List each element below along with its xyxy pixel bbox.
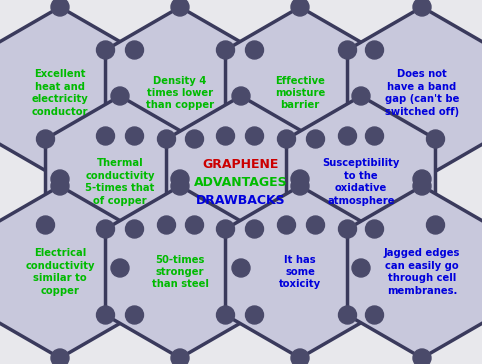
Text: GRAPHENE: GRAPHENE: [203, 158, 279, 170]
Circle shape: [96, 127, 115, 145]
Text: Susceptibility
to the
oxidative
atmosphere: Susceptibility to the oxidative atmosphe…: [322, 158, 400, 206]
Circle shape: [232, 259, 250, 277]
Circle shape: [352, 259, 370, 277]
Text: Excellent
heat and
electricity
conductor: Excellent heat and electricity conductor: [32, 70, 88, 116]
Text: ADVANTAGES: ADVANTAGES: [194, 175, 288, 189]
Circle shape: [245, 127, 264, 145]
Circle shape: [125, 41, 144, 59]
Circle shape: [96, 306, 115, 324]
Circle shape: [51, 177, 69, 195]
Circle shape: [186, 130, 203, 148]
Text: It has
some
toxicity: It has some toxicity: [279, 254, 321, 289]
Text: Electrical
conductivity
similar to
copper: Electrical conductivity similar to coppe…: [25, 248, 95, 296]
Polygon shape: [0, 7, 134, 179]
Polygon shape: [106, 7, 254, 179]
Circle shape: [413, 177, 431, 195]
Circle shape: [216, 127, 235, 145]
Polygon shape: [348, 7, 482, 179]
Polygon shape: [226, 186, 375, 358]
Circle shape: [158, 216, 175, 234]
Circle shape: [96, 220, 115, 238]
Circle shape: [338, 127, 357, 145]
Circle shape: [338, 41, 357, 59]
Circle shape: [51, 170, 69, 188]
Circle shape: [125, 220, 144, 238]
Circle shape: [51, 349, 69, 364]
Text: Effective
moisture
barrier: Effective moisture barrier: [275, 76, 325, 110]
Circle shape: [37, 216, 54, 234]
Circle shape: [352, 87, 370, 105]
Circle shape: [245, 41, 264, 59]
Polygon shape: [166, 96, 316, 268]
Circle shape: [158, 130, 175, 148]
Polygon shape: [0, 186, 134, 358]
Circle shape: [365, 41, 384, 59]
Circle shape: [365, 127, 384, 145]
Text: DRAWBACKS: DRAWBACKS: [196, 194, 286, 206]
Circle shape: [232, 87, 250, 105]
Circle shape: [413, 170, 431, 188]
Circle shape: [278, 216, 295, 234]
Polygon shape: [45, 96, 194, 268]
Polygon shape: [286, 96, 435, 268]
Text: Density 4
times lower
than copper: Density 4 times lower than copper: [146, 76, 214, 110]
Circle shape: [338, 220, 357, 238]
Circle shape: [51, 0, 69, 16]
Text: 50-times
stronger
than steel: 50-times stronger than steel: [151, 254, 208, 289]
Circle shape: [338, 306, 357, 324]
Circle shape: [278, 130, 295, 148]
Circle shape: [37, 130, 54, 148]
Polygon shape: [106, 186, 254, 358]
Circle shape: [413, 0, 431, 16]
Circle shape: [291, 349, 309, 364]
Circle shape: [291, 0, 309, 16]
Circle shape: [245, 220, 264, 238]
Text: Does not
have a band
gap (can't be
switched off): Does not have a band gap (can't be switc…: [385, 70, 459, 116]
Polygon shape: [226, 7, 375, 179]
Circle shape: [291, 177, 309, 195]
Circle shape: [365, 220, 384, 238]
Circle shape: [216, 220, 235, 238]
Polygon shape: [348, 186, 482, 358]
Circle shape: [307, 216, 324, 234]
Circle shape: [111, 87, 129, 105]
Circle shape: [307, 130, 324, 148]
Circle shape: [427, 130, 444, 148]
Circle shape: [96, 41, 115, 59]
Circle shape: [171, 349, 189, 364]
Circle shape: [216, 41, 235, 59]
Circle shape: [291, 170, 309, 188]
Circle shape: [365, 306, 384, 324]
Text: Jagged edges
can easily go
through cell
membranes.: Jagged edges can easily go through cell …: [384, 248, 460, 296]
Circle shape: [125, 306, 144, 324]
Circle shape: [125, 127, 144, 145]
Circle shape: [427, 216, 444, 234]
Circle shape: [111, 259, 129, 277]
Circle shape: [413, 349, 431, 364]
Circle shape: [245, 306, 264, 324]
Circle shape: [171, 0, 189, 16]
Circle shape: [186, 216, 203, 234]
Circle shape: [171, 170, 189, 188]
Text: Thermal
conductivity
5-times that
of copper: Thermal conductivity 5-times that of cop…: [85, 158, 155, 206]
Circle shape: [216, 306, 235, 324]
Circle shape: [171, 177, 189, 195]
